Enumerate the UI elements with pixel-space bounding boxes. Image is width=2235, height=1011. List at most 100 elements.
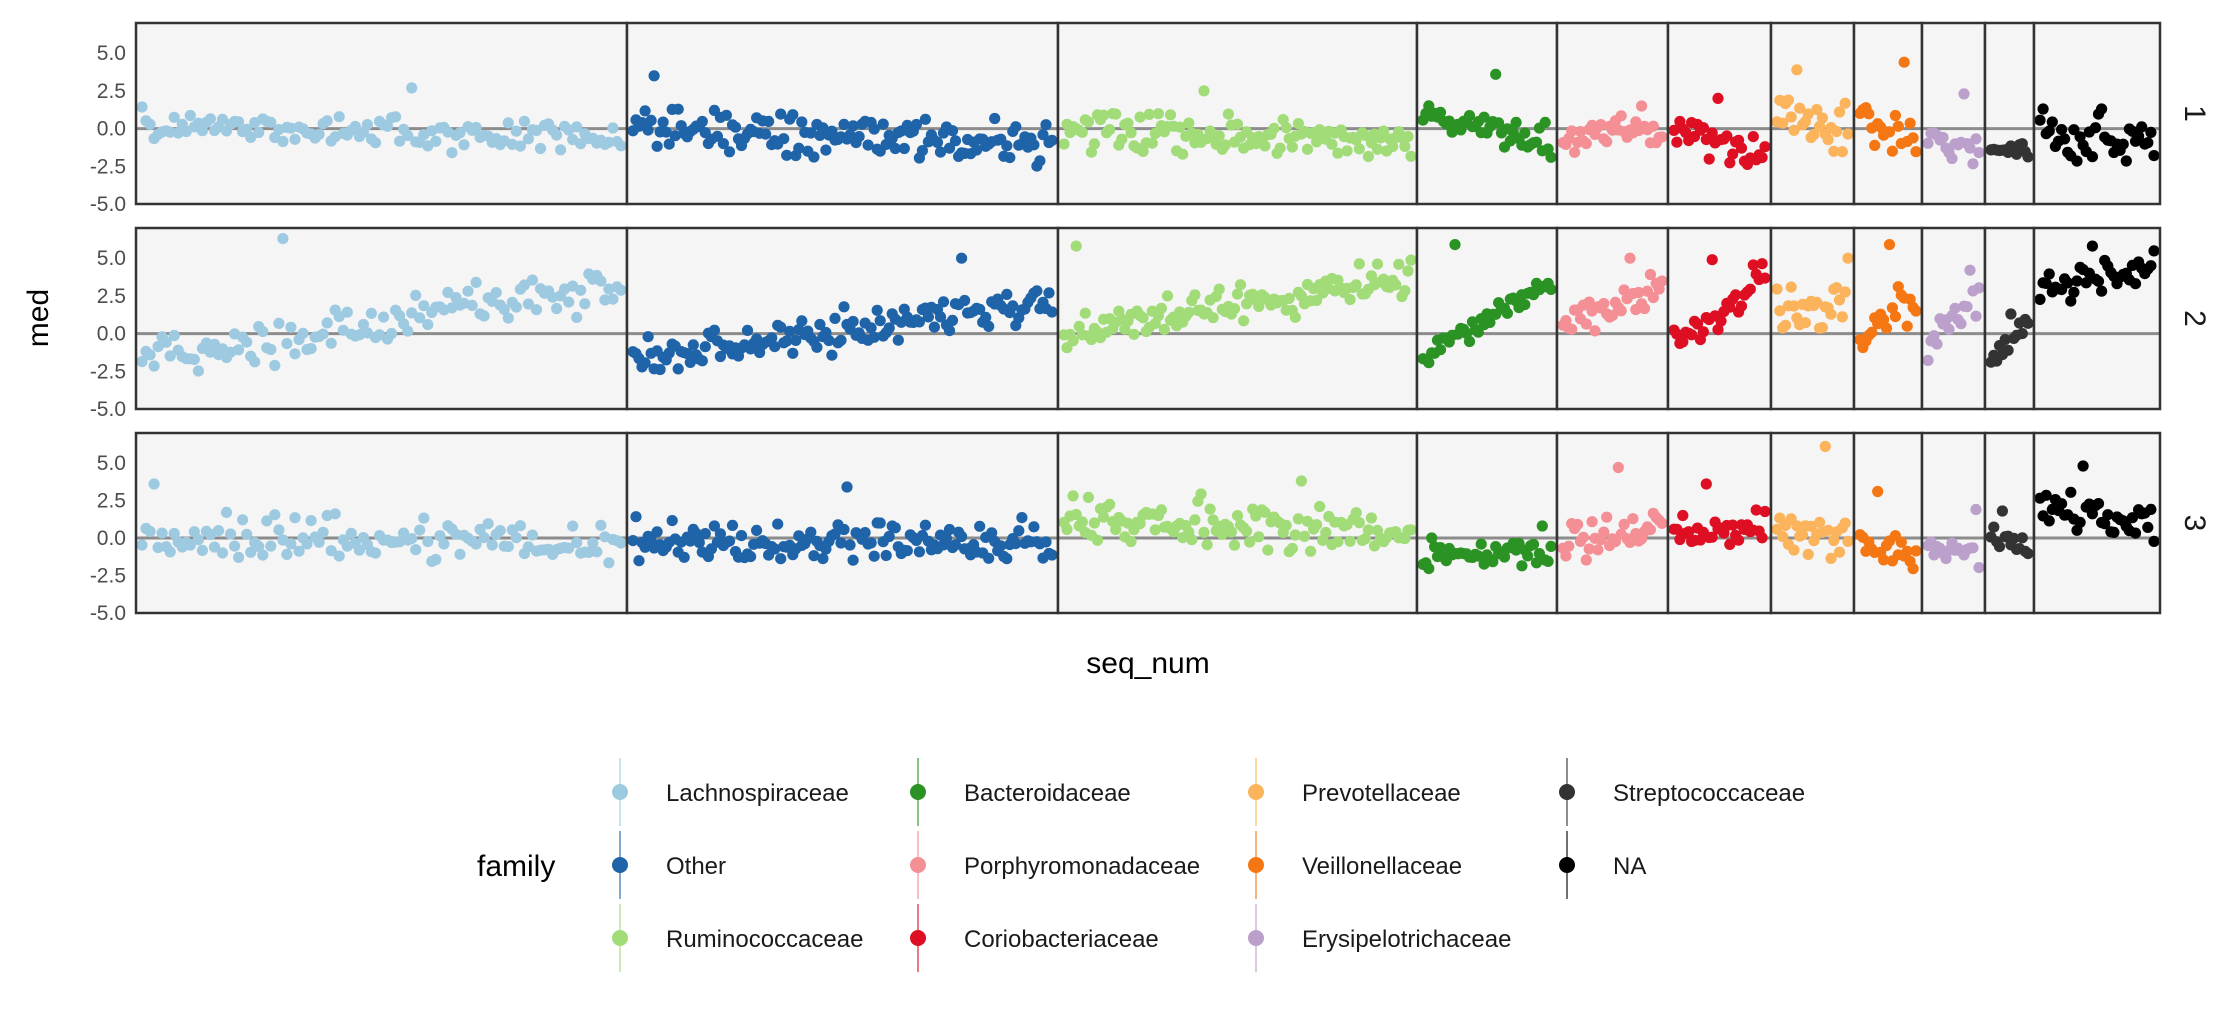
data-point	[790, 334, 802, 346]
data-point	[1332, 536, 1344, 548]
data-point	[587, 537, 599, 549]
data-point	[1076, 516, 1088, 528]
data-point	[1898, 56, 1910, 68]
data-point	[482, 518, 494, 530]
data-point	[853, 131, 865, 143]
data-point	[1910, 545, 1922, 557]
data-point	[2046, 116, 2058, 128]
data-point	[2040, 277, 2052, 289]
facet-panel	[1056, 226, 1419, 411]
y-tick-label: 2.5	[97, 490, 126, 513]
data-point	[2071, 155, 2083, 167]
data-point	[1161, 290, 1174, 302]
data-point	[1545, 151, 1557, 163]
data-point	[1067, 490, 1079, 502]
data-point	[865, 537, 877, 549]
data-point	[696, 115, 708, 128]
data-point	[615, 284, 627, 296]
data-point	[603, 557, 615, 569]
data-point	[579, 298, 591, 310]
legend-item: Porphyromonadaceae	[910, 831, 1200, 899]
panel-background	[1922, 433, 1985, 613]
data-point	[642, 124, 654, 136]
data-point	[1712, 92, 1724, 104]
data-point	[630, 511, 642, 523]
data-point	[1656, 275, 1668, 287]
data-point	[931, 136, 944, 148]
data-point	[1825, 308, 1837, 320]
data-point	[1615, 110, 1627, 122]
legend-label: NA	[1613, 853, 1646, 880]
facet-panel	[1983, 226, 2036, 411]
data-point	[769, 543, 781, 555]
data-point	[1353, 258, 1365, 270]
data-point	[1298, 530, 1311, 543]
data-point	[1201, 539, 1213, 551]
data-point	[1756, 532, 1768, 544]
legend-label: Bacteroidaceae	[964, 780, 1131, 807]
data-point	[486, 539, 498, 551]
data-point	[442, 286, 454, 298]
data-point	[1671, 523, 1683, 535]
data-point	[1001, 553, 1013, 565]
data-point	[265, 343, 277, 356]
data-point	[1630, 116, 1642, 128]
data-point	[1125, 127, 1137, 139]
data-point	[1280, 122, 1292, 134]
legend-item: NA	[1559, 831, 1646, 899]
data-point	[603, 136, 615, 148]
data-point	[333, 111, 345, 123]
data-point	[1043, 287, 1055, 299]
data-point	[1449, 239, 1461, 251]
data-point	[1791, 64, 1803, 76]
data-point	[402, 130, 414, 142]
data-point	[241, 336, 253, 348]
panel-background	[136, 433, 627, 613]
data-point	[971, 144, 983, 156]
data-point	[657, 116, 669, 128]
data-point	[1822, 134, 1834, 146]
y-tick-label: 0.0	[97, 323, 126, 346]
data-point	[220, 506, 233, 518]
data-point	[591, 546, 603, 558]
data-point	[1326, 138, 1338, 150]
data-point	[1423, 357, 1435, 369]
data-point	[2016, 328, 2028, 340]
data-point	[1656, 131, 1668, 143]
data-point	[478, 310, 490, 322]
data-point	[1677, 509, 1689, 522]
data-point	[823, 334, 835, 347]
y-tick-label: -5.0	[90, 398, 126, 421]
data-point	[1314, 500, 1326, 513]
data-point	[498, 303, 510, 316]
data-point	[1946, 152, 1958, 165]
data-point	[949, 539, 962, 551]
data-point	[868, 123, 880, 135]
data-point	[1198, 526, 1210, 539]
data-point	[1434, 106, 1447, 118]
data-point	[422, 319, 434, 331]
data-point	[781, 149, 793, 161]
facet-panel	[2032, 226, 2162, 411]
data-point	[883, 322, 895, 334]
data-point	[1785, 111, 1797, 123]
data-point	[1842, 252, 1854, 264]
data-point	[1967, 542, 1979, 554]
legend-title: family	[477, 850, 555, 883]
data-point	[1733, 534, 1745, 546]
panel-background	[1854, 433, 1922, 613]
data-point	[1572, 518, 1584, 531]
data-point	[2092, 275, 2105, 287]
data-point	[1771, 283, 1783, 295]
data-point	[1204, 503, 1216, 515]
data-point	[361, 327, 373, 339]
data-point	[672, 363, 684, 375]
data-point	[1880, 322, 1893, 334]
data-point	[1434, 542, 1447, 554]
data-point	[233, 551, 245, 564]
data-point	[2034, 114, 2046, 126]
data-point	[1839, 286, 1851, 298]
facet-panel	[1666, 226, 1773, 411]
data-point	[1231, 118, 1244, 130]
data-point	[1405, 254, 1417, 266]
